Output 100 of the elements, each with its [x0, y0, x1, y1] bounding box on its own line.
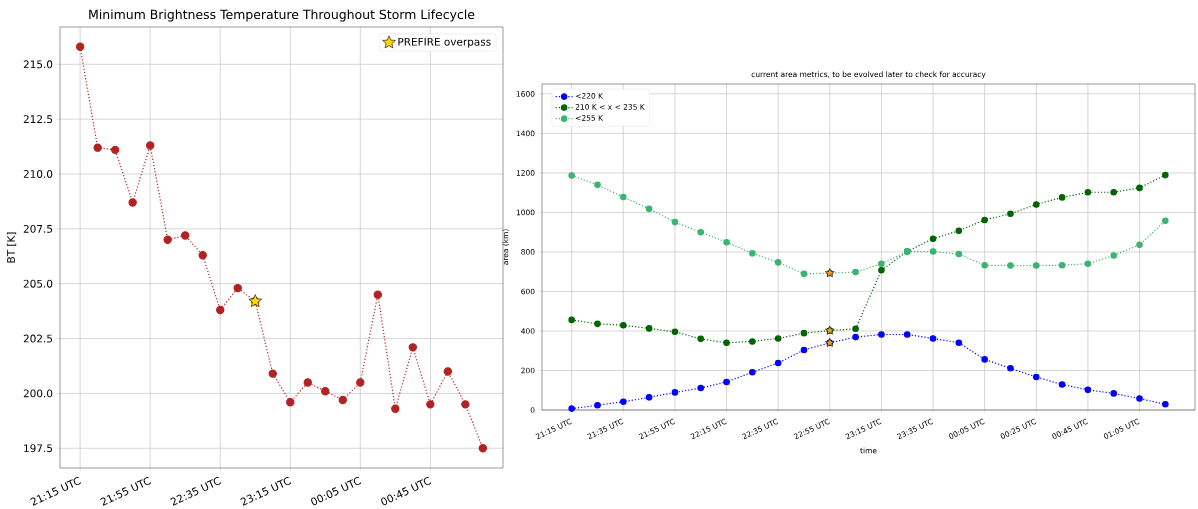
point [981, 261, 988, 269]
point [478, 444, 488, 453]
point [1032, 373, 1040, 381]
point [671, 218, 679, 226]
point [645, 205, 653, 213]
point [443, 367, 453, 376]
point [903, 331, 911, 338]
point [671, 328, 679, 336]
point [163, 235, 172, 245]
point [568, 405, 575, 412]
point [1110, 390, 1118, 397]
point [1007, 262, 1014, 269]
point [1110, 252, 1118, 259]
y-tick-label: 212.5 [23, 115, 53, 124]
point [671, 389, 679, 396]
point [568, 172, 575, 179]
point [338, 395, 347, 405]
point [955, 250, 963, 258]
point [878, 331, 885, 338]
point [268, 369, 277, 378]
point [594, 401, 601, 409]
point [620, 321, 627, 329]
point [1007, 365, 1014, 372]
point [697, 384, 705, 392]
point [697, 335, 705, 343]
point [774, 259, 782, 266]
point [181, 231, 190, 240]
point [198, 250, 207, 260]
point [800, 346, 808, 354]
point [981, 216, 988, 224]
point [1032, 262, 1040, 269]
point [878, 267, 885, 274]
point [955, 227, 963, 235]
point [620, 193, 627, 201]
point [594, 320, 601, 328]
point [620, 398, 627, 405]
point [800, 270, 808, 278]
point [145, 141, 155, 150]
point [1084, 260, 1092, 268]
point [321, 387, 330, 396]
point [303, 378, 312, 387]
point [929, 248, 937, 255]
point [878, 260, 885, 268]
y-tick-label: 200.0 [23, 389, 53, 398]
point [774, 359, 782, 367]
point [408, 343, 418, 352]
y-tick-label: 207.5 [23, 224, 53, 233]
point [981, 356, 988, 363]
point [356, 378, 365, 387]
point [929, 335, 937, 342]
point [852, 325, 859, 333]
point [93, 143, 102, 152]
point [1032, 201, 1040, 208]
point [723, 339, 730, 347]
point [1110, 188, 1118, 196]
y-tick-label: 215.0 [23, 60, 53, 69]
point [1084, 188, 1092, 196]
point [1162, 171, 1169, 179]
point [1136, 184, 1143, 192]
point [852, 333, 859, 341]
point [723, 378, 730, 386]
point [955, 339, 963, 347]
y-tick-label: 197.5 [24, 444, 53, 453]
legend-label: PREFIRE overpass [398, 37, 491, 48]
point [1136, 241, 1143, 249]
point [852, 268, 859, 276]
point [723, 238, 730, 246]
point [749, 250, 756, 257]
point [594, 181, 601, 189]
point [75, 42, 85, 51]
point [1162, 217, 1169, 225]
point [1058, 261, 1066, 269]
point [749, 338, 756, 345]
point [286, 397, 295, 407]
point [1162, 400, 1169, 408]
point [110, 145, 120, 155]
point [645, 394, 653, 401]
point [800, 329, 808, 337]
point [461, 400, 470, 409]
chart-title: Minimum Brightness Temperature Throughout Storm Lifecycle [89, 9, 475, 22]
y-tick-label: 205.0 [23, 279, 53, 288]
point [929, 235, 937, 242]
point [774, 335, 782, 342]
point [697, 228, 705, 236]
point [426, 400, 435, 409]
point [1084, 386, 1092, 394]
point [391, 404, 400, 413]
point [216, 305, 225, 315]
point [233, 283, 242, 293]
point [373, 290, 383, 299]
point [645, 325, 653, 332]
point [1058, 381, 1066, 388]
y-tick-label: 202.5 [23, 334, 53, 343]
y-axis-title: BT [K] [6, 232, 17, 263]
point [128, 198, 137, 207]
point [1058, 194, 1066, 201]
point [1007, 210, 1014, 218]
point [1136, 395, 1143, 402]
point [749, 368, 756, 376]
point [568, 316, 575, 324]
